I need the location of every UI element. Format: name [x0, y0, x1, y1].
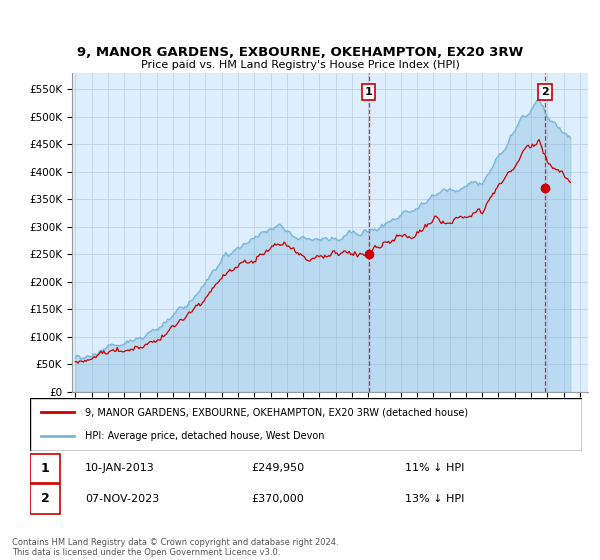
Text: 1: 1	[365, 87, 373, 97]
Text: £370,000: £370,000	[251, 494, 304, 504]
Text: 07-NOV-2023: 07-NOV-2023	[85, 494, 160, 504]
FancyBboxPatch shape	[30, 398, 582, 451]
FancyBboxPatch shape	[30, 454, 61, 483]
Text: 9, MANOR GARDENS, EXBOURNE, OKEHAMPTON, EX20 3RW: 9, MANOR GARDENS, EXBOURNE, OKEHAMPTON, …	[77, 46, 523, 59]
Text: 10-JAN-2013: 10-JAN-2013	[85, 463, 155, 473]
Text: 9, MANOR GARDENS, EXBOURNE, OKEHAMPTON, EX20 3RW (detached house): 9, MANOR GARDENS, EXBOURNE, OKEHAMPTON, …	[85, 408, 469, 418]
Text: 2: 2	[541, 87, 549, 97]
Text: 1: 1	[41, 461, 49, 475]
Text: 2: 2	[41, 492, 49, 506]
Text: HPI: Average price, detached house, West Devon: HPI: Average price, detached house, West…	[85, 431, 325, 441]
Text: £249,950: £249,950	[251, 463, 304, 473]
Text: 11% ↓ HPI: 11% ↓ HPI	[406, 463, 465, 473]
Text: 13% ↓ HPI: 13% ↓ HPI	[406, 494, 465, 504]
Text: Price paid vs. HM Land Registry's House Price Index (HPI): Price paid vs. HM Land Registry's House …	[140, 60, 460, 70]
Text: Contains HM Land Registry data © Crown copyright and database right 2024.
This d: Contains HM Land Registry data © Crown c…	[12, 538, 338, 557]
FancyBboxPatch shape	[30, 484, 61, 514]
